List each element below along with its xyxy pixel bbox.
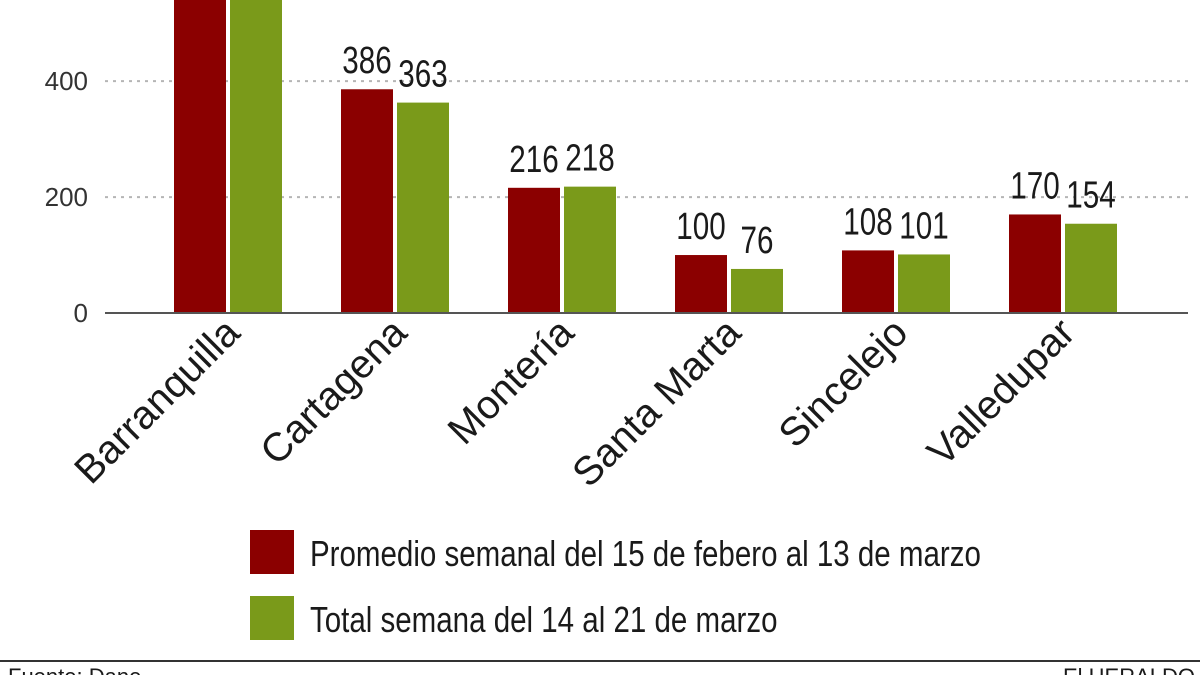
data-label: 216 (509, 138, 558, 180)
bar-montería-promedio (508, 187, 560, 313)
legend-label-promedio: Promedio semanal del 15 de febero al 13 … (310, 533, 981, 573)
bar-cartagena-promedio (341, 89, 393, 313)
bar-barranquilla-promedio (174, 0, 226, 313)
y-tick-label: 200 (45, 182, 88, 212)
bar-barranquilla-total (230, 0, 282, 313)
category-label: Montería (440, 310, 583, 453)
legend-swatch-total (250, 596, 294, 640)
y-tick-label: 400 (45, 66, 88, 96)
footer-brand: El HERALDO (1063, 664, 1195, 675)
legend: Promedio semanal del 15 de febero al 13 … (250, 530, 981, 640)
bar-montería-total (564, 186, 616, 313)
bars (174, 0, 1117, 313)
footer-source: Fuente: Dane (8, 664, 141, 675)
y-axis-ticks: 0 200 400 (45, 66, 88, 328)
bar-santa-marta-total (731, 268, 783, 313)
category-label: Barranquilla (66, 310, 249, 493)
bar-sincelejo-promedio (842, 250, 894, 313)
bar-cartagena-total (397, 102, 449, 313)
data-label: 170 (1010, 165, 1059, 207)
data-label: 218 (565, 137, 614, 179)
category-label: Valledupar (919, 310, 1083, 474)
bar-valledupar-total (1065, 223, 1117, 313)
legend-swatch-promedio (250, 530, 294, 574)
category-label: Cartagena (252, 310, 416, 474)
category-label: Sincelejo (770, 310, 916, 456)
legend-label-total: Total semana del 14 al 21 de marzo (310, 599, 777, 639)
y-tick-label: 0 (74, 298, 88, 328)
data-label: 101 (899, 205, 948, 247)
data-label: 108 (843, 201, 892, 243)
data-label: 76 (741, 219, 774, 261)
data-label: 100 (676, 206, 725, 248)
data-label: 386 (342, 40, 391, 82)
data-label: 363 (398, 53, 447, 95)
category-label: Santa Marta (564, 310, 750, 496)
data-labels: 386 363 216 218 100 76 108 101 170 154 (342, 40, 1115, 262)
bar-sincelejo-total (898, 254, 950, 313)
bar-valledupar-promedio (1009, 214, 1061, 313)
bar-santa-marta-promedio (675, 255, 727, 313)
data-label: 154 (1066, 174, 1115, 216)
